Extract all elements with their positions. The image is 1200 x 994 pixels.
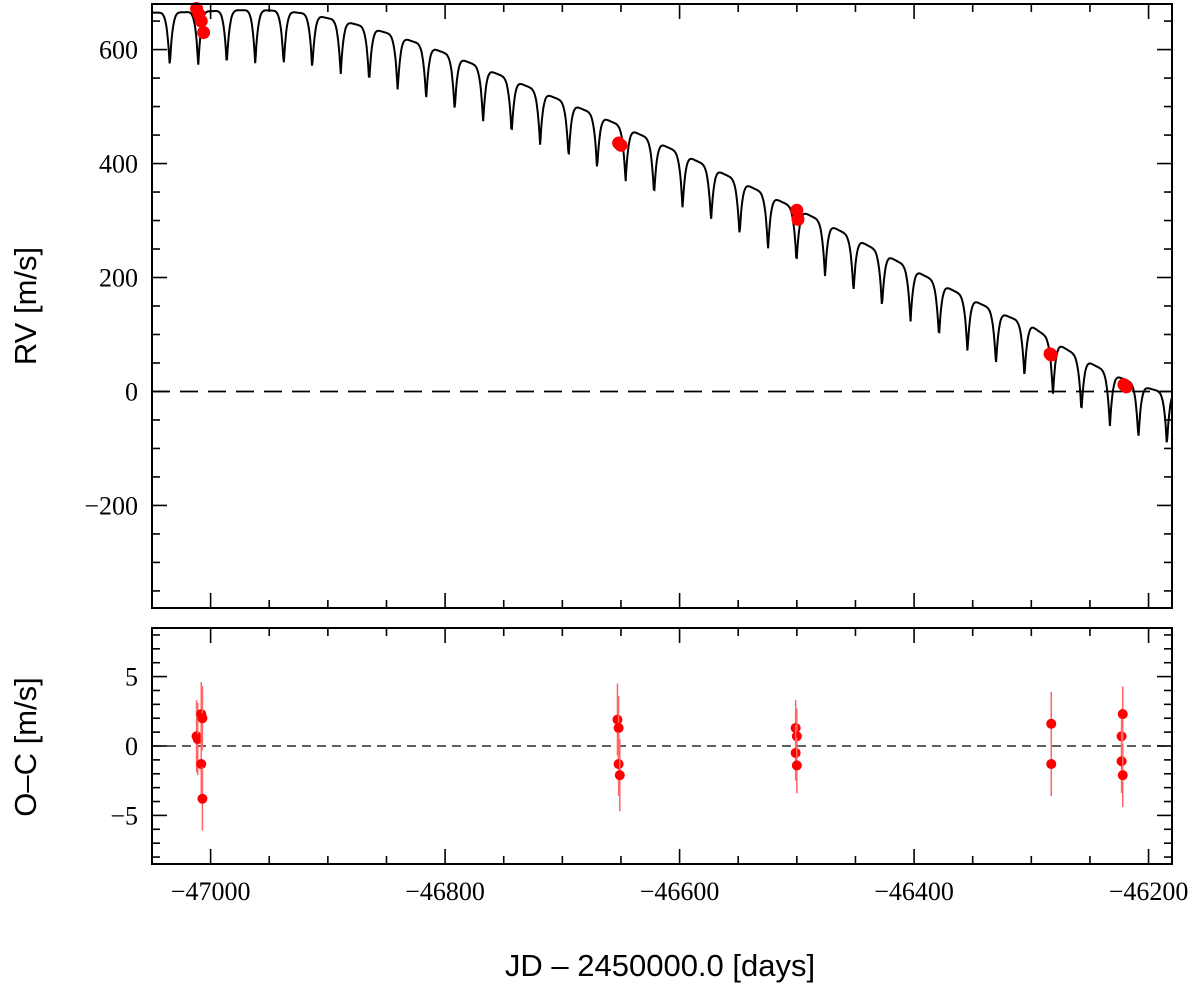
rv-model-line	[152, 9, 1172, 443]
y-tick-label: 5	[125, 663, 138, 692]
y-tick-label: 0	[125, 732, 138, 761]
y-tick-label: 400	[99, 150, 138, 179]
residual-point	[196, 759, 207, 770]
residuals-panel: 5 0 −5 −47000 −46800 −46600 −46400 −46200	[110, 627, 1189, 906]
x-tick-label: −46600	[640, 877, 720, 906]
residual-point	[1116, 756, 1127, 767]
residuals-data-points	[191, 682, 1128, 831]
residual-point	[197, 713, 208, 724]
x-tick-labels: −47000 −46800 −46600 −46400 −46200	[171, 877, 1189, 906]
residual-point	[1117, 709, 1128, 720]
rv-y-axis-title: RV [m/s]	[8, 247, 43, 365]
x-axis-title: JD – 2450000.0 [days]	[505, 948, 815, 983]
x-tick-label: −46400	[874, 877, 954, 906]
y-tick-label: −5	[110, 801, 138, 830]
residuals-y-axis-title: O–C [m/s]	[8, 677, 43, 817]
residual-point	[790, 747, 801, 758]
residual-point	[791, 731, 802, 742]
residual-point	[1046, 759, 1057, 770]
rv-y-tick-labels: 600 400 200 0 −200	[84, 36, 138, 521]
rv-point	[197, 25, 211, 39]
x-tick-label: −46800	[405, 877, 485, 906]
rv-point	[614, 138, 628, 152]
x-tick-label: −46200	[1109, 877, 1189, 906]
rv-point	[194, 14, 208, 28]
rv-model-curve	[152, 9, 1172, 443]
residual-point	[613, 759, 624, 770]
residual-point	[192, 734, 203, 745]
residual-point	[197, 793, 208, 804]
rv-point	[1119, 380, 1133, 394]
residual-point	[614, 770, 625, 781]
rv-panel-frame	[151, 3, 1173, 609]
y-tick-label: 0	[125, 377, 138, 406]
residual-point	[791, 760, 802, 771]
x-tick-label: −47000	[171, 877, 251, 906]
rv-axis-ticks	[151, 4, 1172, 608]
residual-point	[613, 722, 624, 733]
y-tick-label: 200	[99, 264, 138, 293]
residual-point	[612, 714, 623, 725]
residual-point	[1046, 718, 1057, 729]
rv-point	[791, 212, 805, 226]
residual-point	[1117, 770, 1128, 781]
rv-data-points	[190, 2, 1133, 394]
rv-panel: 600 400 200 0 −200	[84, 2, 1173, 609]
y-tick-label: 600	[99, 36, 138, 65]
rv-point	[1044, 348, 1058, 362]
residuals-y-tick-labels: 5 0 −5	[110, 663, 138, 831]
residuals-panel-frame	[151, 627, 1173, 865]
y-tick-label: −200	[84, 491, 138, 520]
